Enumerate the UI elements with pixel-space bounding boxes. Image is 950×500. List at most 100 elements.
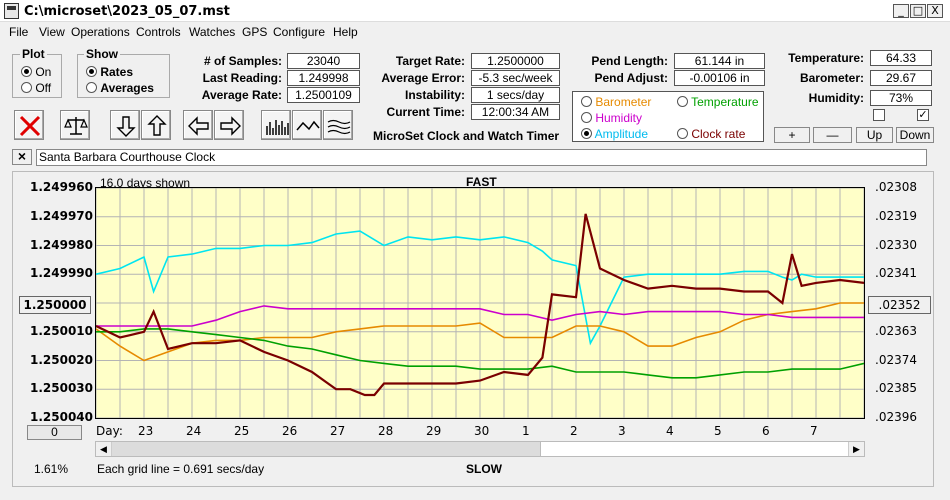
maximize-button[interactable]: □	[910, 4, 926, 18]
scrollbar-track[interactable]	[112, 442, 540, 456]
zoom-percent: 1.61%	[34, 462, 69, 476]
left-baseline-button[interactable]: 1.250000	[19, 296, 91, 314]
rate-chart	[96, 188, 864, 418]
plot-on-radio[interactable]: On	[21, 65, 51, 79]
plot-on-radio-icon	[21, 66, 32, 77]
overlay-barometer-option[interactable]: Barometer	[581, 95, 651, 109]
humidity-value: 73%	[870, 90, 932, 106]
x-tick-label: 28	[378, 424, 394, 438]
clear-watch-button[interactable]: ×	[12, 149, 32, 165]
left-tick-label: 1.249960	[30, 180, 94, 194]
checkbox-left[interactable]	[873, 109, 885, 121]
close-button[interactable]: X	[927, 4, 943, 18]
x-tick-label: 2	[570, 424, 578, 438]
scrollbar-thumb[interactable]	[540, 442, 848, 456]
balance-scale-icon	[64, 117, 88, 135]
right-tick-label: .02363	[875, 323, 917, 338]
left-tick-label: 1.249980	[30, 237, 94, 252]
show-averages-radio-icon	[86, 82, 97, 93]
balance-button[interactable]	[60, 110, 90, 140]
scroll-up-button[interactable]: Up	[856, 127, 893, 143]
menu-help[interactable]: Help	[333, 25, 358, 39]
instability-value: 1 secs/day	[471, 87, 560, 103]
overlay-amplitude-option[interactable]: Amplitude	[581, 127, 648, 141]
overlay-barometer-radio-icon	[581, 96, 592, 107]
app-icon[interactable]	[4, 3, 19, 19]
clear-data-button[interactable]	[14, 110, 44, 140]
scroll-right-button[interactable]	[214, 110, 244, 140]
last-reading-value: 1.249998	[287, 70, 360, 86]
overlay-temperature-option[interactable]: Temperature	[677, 95, 759, 109]
menu-configure[interactable]: Configure	[273, 25, 326, 39]
series-line-1	[96, 302, 864, 362]
plot-on-label: On	[35, 65, 52, 79]
menu-file[interactable]: File	[9, 25, 29, 39]
scroll-left-button[interactable]	[183, 110, 213, 140]
days-shown-label: 16.0 days shown	[100, 176, 191, 190]
samples-value: 23040	[287, 53, 360, 69]
right-tick-label: .02330	[875, 237, 917, 252]
series-line-3	[96, 328, 864, 379]
left-tick-label: 1.249970	[30, 208, 94, 223]
overlay-amplitude-radio-icon	[581, 128, 592, 139]
show-rates-radio-icon	[86, 66, 97, 77]
plot-off-radio[interactable]: Off	[21, 81, 51, 95]
scale-minus-button[interactable]: —	[813, 127, 852, 143]
menu-watches[interactable]: Watches	[189, 25, 236, 39]
scroll-right-arrow-icon[interactable]: ▶	[848, 442, 864, 456]
plot-area	[95, 187, 865, 419]
arrow-up-icon	[147, 115, 167, 136]
menu-operations[interactable]: Operations	[71, 25, 130, 39]
overlay-clockrate-label: Clock rate	[691, 127, 746, 141]
x-tick-label: 23	[138, 424, 154, 438]
move-up-button[interactable]	[141, 110, 171, 140]
chart-frame	[12, 171, 934, 487]
show-averages-radio[interactable]: Averages	[86, 81, 154, 95]
series-line-2	[96, 305, 864, 327]
x-tick-label: 24	[186, 424, 202, 438]
barometer-label: Barometer:	[799, 71, 864, 85]
menu-gps[interactable]: GPS	[242, 25, 268, 39]
x-tick-label: 5	[714, 424, 722, 438]
x-tick-label: 25	[234, 424, 250, 438]
barometer-value: 29.67	[870, 70, 932, 86]
overlay-barometer-label: Barometer	[595, 95, 652, 109]
average-error-label: Average Error:	[381, 71, 465, 85]
show-rates-radio[interactable]: Rates	[86, 65, 133, 79]
left-tick-label: 1.250040	[30, 410, 94, 424]
right-tick-label: .02374	[875, 352, 917, 367]
x-tick-label: 7	[810, 424, 818, 438]
right-tick-label: .02308	[875, 180, 917, 194]
line-view-button[interactable]	[292, 110, 322, 140]
checkbox-right[interactable]: ✓	[917, 109, 929, 121]
x-tick-label: 27	[330, 424, 346, 438]
plot-group-title: Plot	[20, 47, 47, 61]
scroll-left-arrow-icon[interactable]: ◀	[96, 442, 112, 456]
menu-view[interactable]: View	[39, 25, 65, 39]
watch-name-input[interactable]: Santa Barbara Courthouse Clock	[36, 149, 927, 166]
average-rate-value: 1.2500109	[287, 87, 360, 103]
overlay-humidity-option[interactable]: Humidity	[581, 111, 642, 125]
move-down-button[interactable]	[110, 110, 140, 140]
overlay-humidity-radio-icon	[581, 112, 592, 123]
bottom-offset-button[interactable]: 0	[27, 425, 82, 440]
overlay-clockrate-option[interactable]: Clock rate	[677, 127, 745, 141]
smooth-view-button[interactable]	[323, 110, 353, 140]
scale-plus-button[interactable]: +	[774, 127, 810, 143]
minimize-button[interactable]: _	[893, 4, 909, 18]
scroll-down-button[interactable]: Down	[896, 127, 934, 143]
right-baseline-button[interactable]: .02352	[868, 296, 931, 314]
time-scrollbar[interactable]: ◀ ▶	[95, 441, 865, 457]
humidity-label: Humidity:	[808, 91, 864, 105]
menu-controls[interactable]: Controls	[136, 25, 181, 39]
bar-view-button[interactable]	[261, 110, 291, 140]
average-rate-label: Average Rate:	[201, 88, 282, 102]
overlay-humidity-label: Humidity	[595, 111, 643, 125]
left-tick-label: 1.250010	[30, 323, 94, 338]
pend-length-label: Pend Length:	[591, 54, 668, 68]
x-tick-label: 26	[282, 424, 298, 438]
target-rate-label: Target Rate:	[395, 54, 465, 68]
last-reading-label: Last Reading:	[202, 71, 282, 85]
show-averages-label: Averages	[100, 81, 154, 95]
menu-bar: File View Operations Controls Watches GP…	[0, 22, 950, 42]
